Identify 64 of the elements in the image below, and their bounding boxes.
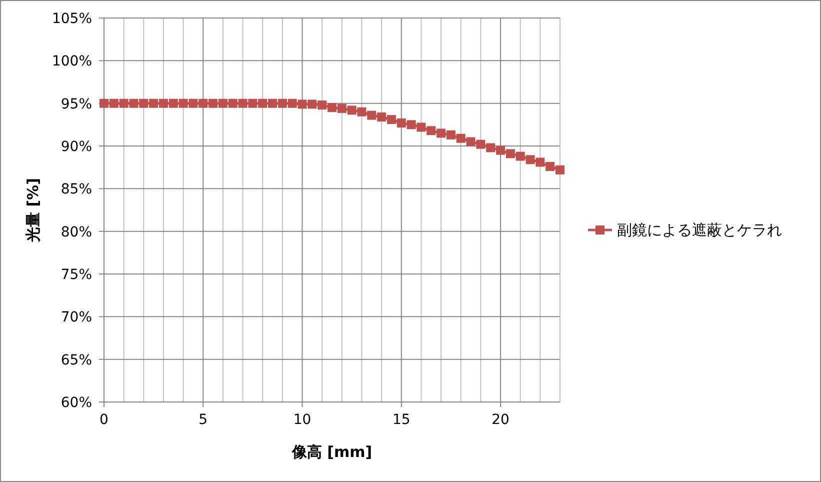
y-tick-label: 95% [60,96,92,112]
point [416,122,426,132]
point [526,155,535,164]
point [198,98,208,108]
point [347,106,356,115]
point [298,100,307,109]
y-tick-label: 80% [60,224,92,240]
point [357,107,366,116]
point [426,126,436,136]
x-tick-label: 5 [198,412,208,428]
point [516,152,525,161]
y-tick-label: 75% [60,267,92,283]
point [367,110,376,120]
point [308,100,317,109]
point [496,146,506,155]
point [377,112,386,122]
point [109,98,118,108]
point [119,98,128,108]
point [258,98,268,108]
x-tick-label: 20 [492,412,510,428]
point [208,98,218,108]
point [506,149,515,158]
y-tick-label: 90% [60,139,92,155]
point [149,98,158,108]
point [386,115,396,124]
y-tick-label: 70% [60,310,92,326]
point [278,98,287,108]
point [129,98,138,108]
point [139,98,148,108]
point [158,98,168,108]
point [436,128,446,138]
point [406,120,416,130]
point [228,98,238,108]
x-tick-label: 10 [293,412,312,428]
x-tick-label: 0 [100,412,108,428]
y-tick-label: 60% [60,395,92,411]
point [456,134,466,143]
x-tick-label: 15 [392,412,410,428]
y-tick-label: 105% [52,11,92,27]
point [486,143,496,152]
point [248,98,258,108]
point [337,104,346,113]
point [268,98,278,108]
point [218,98,228,108]
point [288,98,297,108]
point [188,98,198,108]
point [168,98,178,108]
point [546,162,555,171]
point [178,98,188,108]
y-axis-title: 光量 [%] [24,178,42,243]
point [396,118,406,128]
point [446,130,456,140]
point [556,165,564,174]
y-tick-label: 100% [52,54,92,70]
point [466,137,476,146]
point [238,98,248,108]
legend-label: 副鏡による遮蔽とケラれ [617,221,782,239]
point [318,100,327,110]
point [328,103,336,112]
point [476,140,486,149]
y-tick-label: 85% [60,182,92,198]
x-axis-title: 像高 [mm] [290,443,372,461]
point [536,158,545,167]
y-tick-label: 65% [60,352,92,368]
